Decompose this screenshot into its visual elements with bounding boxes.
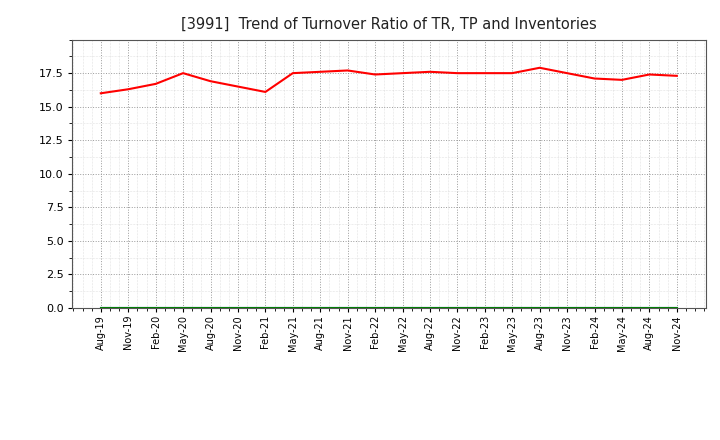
Inventories [672, 305, 681, 311]
Trade Receivables [371, 72, 379, 77]
Trade Payables [233, 305, 242, 311]
Trade Payables [96, 305, 105, 311]
Trade Payables [426, 305, 434, 311]
Trade Receivables [672, 73, 681, 78]
Inventories [618, 305, 626, 311]
Trade Payables [316, 305, 325, 311]
Trade Receivables [261, 89, 270, 95]
Inventories [289, 305, 297, 311]
Trade Receivables [179, 70, 187, 76]
Trade Receivables [453, 70, 462, 76]
Inventories [151, 305, 160, 311]
Inventories [426, 305, 434, 311]
Trade Payables [618, 305, 626, 311]
Trade Payables [206, 305, 215, 311]
Trade Payables [398, 305, 407, 311]
Inventories [453, 305, 462, 311]
Trade Payables [289, 305, 297, 311]
Trade Payables [563, 305, 572, 311]
Trade Receivables [426, 69, 434, 74]
Trade Payables [343, 305, 352, 311]
Trade Receivables [590, 76, 599, 81]
Trade Payables [151, 305, 160, 311]
Trade Receivables [124, 87, 132, 92]
Trade Payables [179, 305, 187, 311]
Trade Receivables [151, 81, 160, 87]
Inventories [96, 305, 105, 311]
Trade Payables [536, 305, 544, 311]
Inventories [124, 305, 132, 311]
Inventories [343, 305, 352, 311]
Inventories [563, 305, 572, 311]
Trade Receivables [96, 91, 105, 96]
Trade Payables [672, 305, 681, 311]
Trade Payables [480, 305, 489, 311]
Line: Trade Receivables: Trade Receivables [101, 68, 677, 93]
Inventories [536, 305, 544, 311]
Trade Receivables [398, 70, 407, 76]
Title: [3991]  Trend of Turnover Ratio of TR, TP and Inventories: [3991] Trend of Turnover Ratio of TR, TP… [181, 16, 597, 32]
Trade Payables [590, 305, 599, 311]
Trade Receivables [289, 70, 297, 76]
Trade Payables [453, 305, 462, 311]
Trade Payables [124, 305, 132, 311]
Trade Payables [371, 305, 379, 311]
Inventories [371, 305, 379, 311]
Trade Receivables [316, 69, 325, 74]
Inventories [590, 305, 599, 311]
Trade Receivables [618, 77, 626, 82]
Trade Receivables [480, 70, 489, 76]
Inventories [645, 305, 654, 311]
Inventories [233, 305, 242, 311]
Inventories [179, 305, 187, 311]
Trade Receivables [645, 72, 654, 77]
Trade Receivables [563, 70, 572, 76]
Inventories [508, 305, 516, 311]
Trade Payables [645, 305, 654, 311]
Trade Payables [508, 305, 516, 311]
Trade Receivables [206, 79, 215, 84]
Trade Receivables [233, 84, 242, 89]
Trade Receivables [508, 70, 516, 76]
Inventories [398, 305, 407, 311]
Inventories [206, 305, 215, 311]
Trade Payables [261, 305, 270, 311]
Inventories [316, 305, 325, 311]
Trade Receivables [343, 68, 352, 73]
Inventories [261, 305, 270, 311]
Inventories [480, 305, 489, 311]
Trade Receivables [536, 65, 544, 70]
